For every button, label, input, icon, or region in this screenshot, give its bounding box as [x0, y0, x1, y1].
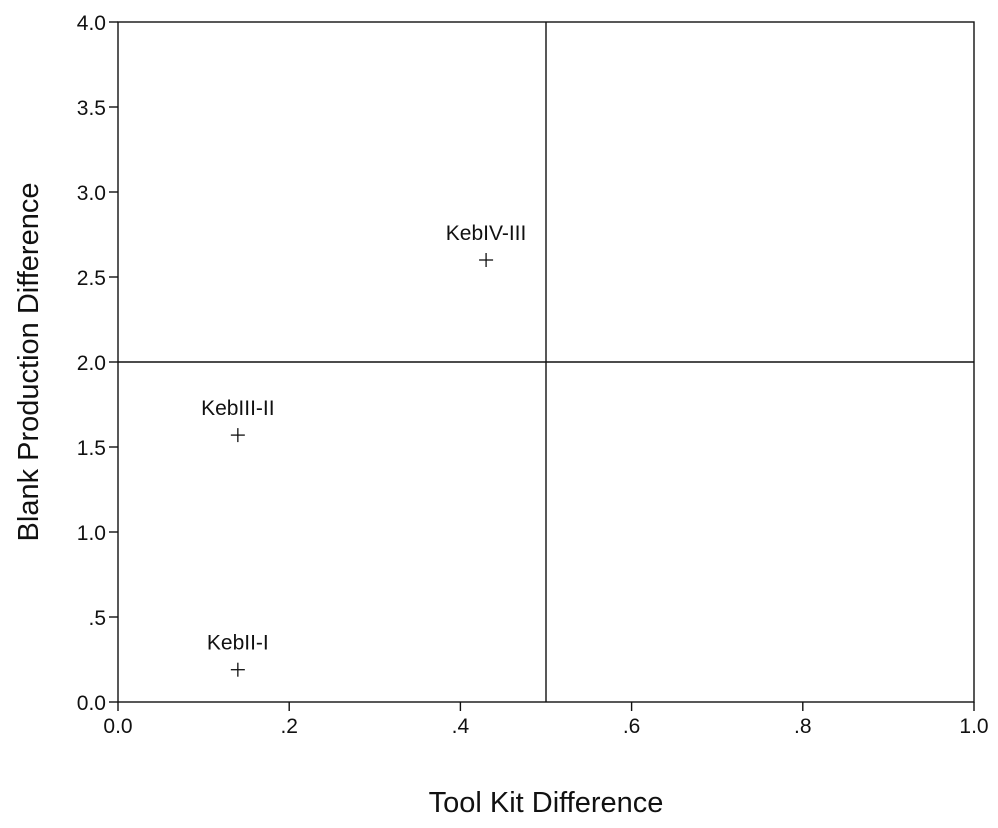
point-label: KebII-I [207, 632, 269, 655]
x-tick-label: 0.0 [103, 715, 132, 738]
y-tick-label: 4.0 [77, 12, 106, 35]
x-axis: 0.0 .2 .4 .6 .8 1.0 [103, 702, 989, 738]
point-label: KebIV-III [446, 222, 527, 245]
data-point: KebIV-III [446, 222, 527, 267]
y-tick-label: 1.5 [77, 437, 106, 460]
data-point: KebIII-II [201, 397, 275, 443]
y-tick-label: .5 [88, 607, 106, 630]
y-tick-label: 3.0 [77, 182, 106, 205]
data-points: KebIV-III KebIII-II KebII-I [201, 222, 526, 677]
x-tick-label: .4 [452, 715, 470, 738]
reference-lines [118, 22, 974, 702]
x-tick-label: 1.0 [959, 715, 988, 738]
x-tick-label: .2 [280, 715, 298, 738]
y-tick-label: 3.5 [77, 97, 106, 120]
x-tick-label: .6 [623, 715, 641, 738]
x-tick-label: .8 [794, 715, 812, 738]
data-point: KebII-I [207, 632, 269, 677]
y-axis: 0.0 .5 1.0 1.5 2.0 2.5 3.0 3.5 4.0 [77, 12, 118, 715]
y-tick-label: 2.0 [77, 352, 106, 375]
y-tick-label: 2.5 [77, 267, 106, 290]
point-label: KebIII-II [201, 397, 275, 420]
y-tick-label: 1.0 [77, 522, 106, 545]
y-tick-label: 0.0 [77, 692, 106, 715]
y-axis-title: Blank Production Difference [13, 183, 45, 542]
x-axis-title: Tool Kit Difference [429, 787, 664, 819]
